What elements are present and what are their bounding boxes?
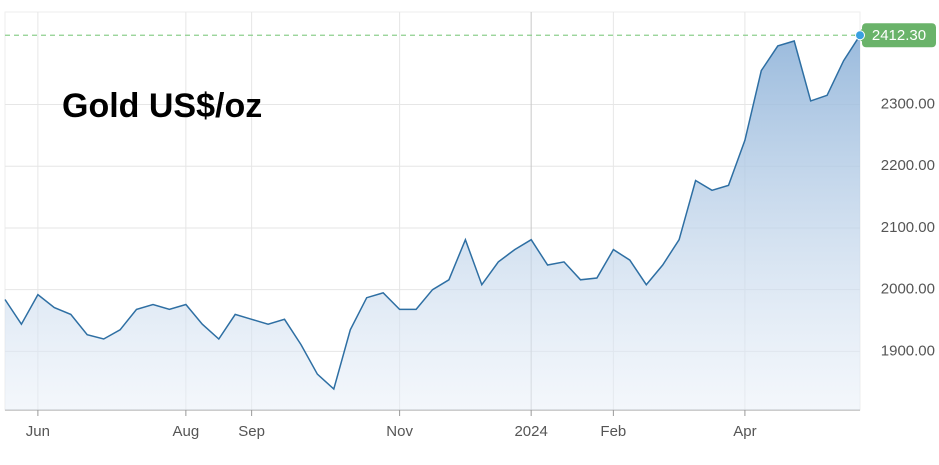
last-point <box>855 30 865 41</box>
x-tick-label: Sep <box>238 423 265 440</box>
line <box>4 34 861 391</box>
last-value-label: 2412.30 <box>872 27 926 44</box>
y-tick-label: 2100.00 <box>881 219 935 236</box>
y-tick-label: 1900.00 <box>881 342 935 359</box>
x-tick-label: Aug <box>173 423 200 440</box>
y-tick-label: 2000.00 <box>881 281 935 298</box>
x-tick-label: Apr <box>733 423 756 440</box>
x-tick-label: Nov <box>386 423 413 440</box>
area <box>5 35 860 411</box>
y-tick-label: 2200.00 <box>881 157 935 174</box>
x-tick-label: Feb <box>600 423 626 440</box>
x-tick-label: 2024 <box>514 423 547 440</box>
x-tick-label: Jun <box>26 423 50 440</box>
marks: 2412.30 <box>4 23 936 411</box>
last-value-badge <box>862 23 936 48</box>
chart-title: Gold US$/oz <box>62 87 262 125</box>
y-tick-label: 2300.00 <box>881 96 935 113</box>
